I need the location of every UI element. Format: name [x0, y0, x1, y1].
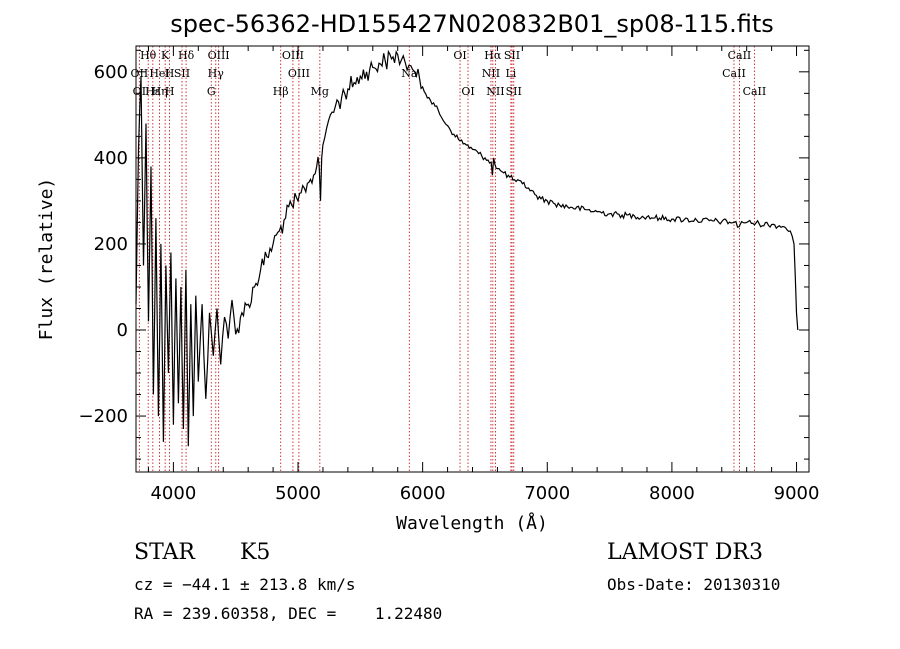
x-tick-label: 6000: [400, 483, 446, 504]
reference-line-label: CaII: [728, 49, 752, 62]
plot-frame: [135, 45, 810, 473]
reference-line-label: OI: [133, 85, 146, 98]
x-tick-label: 4000: [150, 483, 196, 504]
x-axis-label: Wavelength (Å): [396, 512, 548, 534]
x-tick-label: 5000: [275, 483, 321, 504]
reference-line-label: Hη: [152, 85, 168, 98]
reference-line-label: Hθ: [140, 49, 157, 62]
reference-line-label: Li: [505, 67, 516, 80]
reference-line-label: OI: [453, 49, 466, 62]
chart-title: spec-56362-HD155427N020832B01_sp08-115.f…: [170, 10, 774, 38]
reference-line-label: HeI: [149, 67, 169, 80]
y-tick-label: 600: [94, 62, 128, 83]
x-tick-label: 9000: [774, 483, 820, 504]
reference-line-label: OIII: [288, 67, 310, 80]
reference-line-label: CaII: [722, 67, 746, 80]
y-axis-label: Flux (relative): [36, 178, 57, 341]
obs-date: Obs-Date: 20130310: [607, 575, 781, 594]
x-axis-ticks: 4000 5000 6000 7000 8000 9000: [147, 46, 820, 504]
y-tick-label: −200: [79, 406, 128, 427]
reference-line-label: SII: [504, 49, 520, 62]
reference-lines: [138, 46, 755, 472]
x-tick-label: 7000: [524, 483, 570, 504]
survey-name: LAMOST DR3: [607, 540, 763, 565]
flux-series-line: [135, 49, 799, 447]
reference-line-label: OI: [461, 85, 474, 98]
reference-line-label: Hδ: [178, 49, 195, 62]
redshift-cz: cz = −44.1 ± 213.8 km/s: [134, 575, 356, 594]
reference-line-label: H: [165, 67, 175, 80]
reference-line-label: NII: [486, 85, 504, 98]
reference-line-label: OIII: [282, 49, 304, 62]
reference-line-label: Hα: [484, 49, 502, 62]
reference-line-label: Hβ: [273, 85, 289, 98]
y-tick-label: 0: [117, 320, 128, 341]
reference-line-label: OIII: [208, 49, 230, 62]
reference-line-label: Hγ: [208, 67, 225, 80]
object-class: STAR: [134, 540, 195, 565]
reference-line-label: OII: [131, 67, 149, 80]
reference-line-label: NII: [482, 67, 500, 80]
reference-line-label: Mg: [311, 85, 329, 98]
x-tick-label: 8000: [649, 483, 695, 504]
reference-line-label: H: [165, 85, 175, 98]
reference-line-label: SII: [506, 85, 522, 98]
reference-line-label: CaII: [743, 85, 767, 98]
reference-line-label: Hε: [145, 85, 161, 98]
y-axis-ticks: −200 0 200 400 600: [79, 49, 809, 460]
reference-line-label: K: [161, 49, 170, 62]
y-tick-label: 400: [94, 148, 128, 169]
y-tick-label: 200: [94, 234, 128, 255]
coordinates: RA = 239.60358, DEC = 1.22480: [134, 604, 443, 623]
subclass: K5: [240, 540, 271, 565]
reference-line-label: G: [207, 85, 216, 98]
reference-line-label: SII: [174, 67, 190, 80]
